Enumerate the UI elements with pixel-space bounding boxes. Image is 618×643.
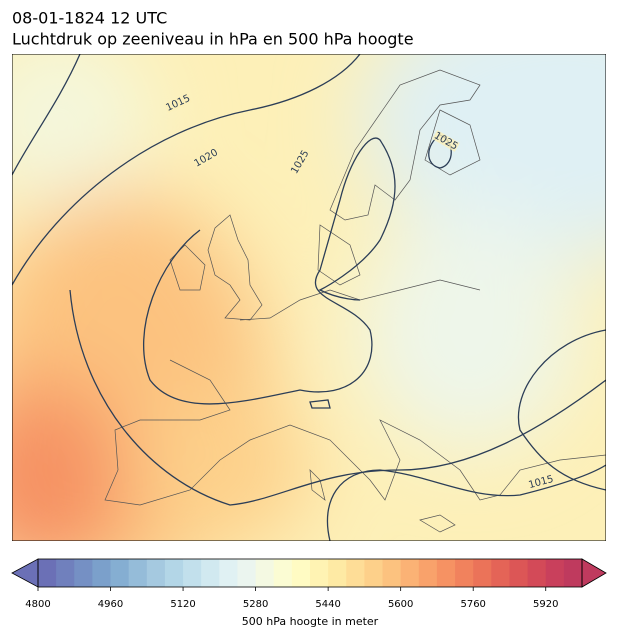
coastlines (104, 69, 606, 533)
colorbar-segment (56, 559, 75, 587)
colorbar-segment (509, 559, 529, 587)
colorbar-tick-label: 5920 (533, 599, 558, 610)
colorbar-tick-label: 5760 (460, 599, 485, 610)
colorbar-segment (400, 559, 420, 587)
colorbar-tick-label: 5280 (243, 599, 268, 610)
colorbar-segment (255, 559, 275, 587)
colorbar-segment (273, 559, 293, 587)
colorbar-segment (473, 559, 492, 587)
colorbar-segment (219, 559, 238, 587)
label-halo (192, 147, 220, 169)
colorbar-segment (455, 559, 474, 587)
title: 08-01-1824 12 UTC (12, 9, 167, 28)
label-halo (289, 148, 311, 176)
colorbar-segment (563, 559, 583, 587)
colorbar-segment (328, 559, 347, 587)
colorbar: 4800 4960 5120 5280 5440 5600 5760 5920 500 hPa … (11, 558, 607, 628)
colorbar-segment (110, 559, 130, 587)
colorbar-extend-low (11, 558, 39, 588)
colorbar-tick-label: 5440 (315, 599, 340, 610)
colorbar-segment (527, 559, 547, 587)
colorbar-extend-high (581, 558, 607, 588)
label-halo (527, 473, 555, 491)
height-field (12, 54, 606, 541)
colorbar-segment (545, 559, 565, 587)
colorbar-segment (74, 559, 93, 587)
colorbar-segment (491, 559, 510, 587)
colorbar-segment (38, 559, 57, 587)
colorbar-segment (310, 559, 329, 587)
colorbar-segment (346, 559, 365, 587)
colorbar-tick-label: 5120 (170, 599, 195, 610)
colorbar-frame (37, 558, 583, 588)
colorbar-segment (418, 559, 438, 587)
colorbar-tick-label: 4800 (25, 599, 50, 610)
colorbar-segment (237, 559, 257, 587)
colorbar-segment (436, 559, 456, 587)
subtitle: Luchtdruk op zeeniveau in hPa en 500 hPa… (12, 30, 414, 49)
colorbar-tick-label: 4960 (98, 599, 123, 610)
label-halo (164, 92, 192, 114)
colorbar-segment (382, 559, 402, 587)
colorbar-segment (183, 559, 202, 587)
colorbar-segment (146, 559, 166, 587)
colorbar-segment (291, 559, 311, 587)
colorbar-segment (92, 559, 112, 587)
isobars (12, 54, 606, 541)
colorbar-segment (164, 559, 184, 587)
colorbar-label: 500 hPa hoogte in meter (242, 615, 379, 628)
colorbar-segment (128, 559, 148, 587)
label-halo (432, 130, 460, 152)
map (12, 54, 606, 541)
colorbar-tick-label: 5600 (388, 599, 413, 610)
colorbar-segment (364, 559, 384, 587)
colorbar-segment (201, 559, 220, 587)
